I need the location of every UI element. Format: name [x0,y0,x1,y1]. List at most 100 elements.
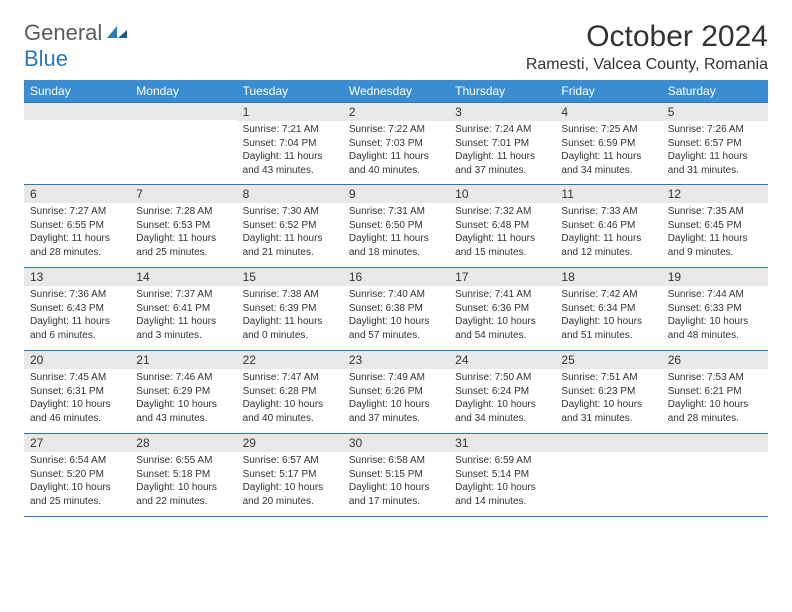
calendar: Sunday Monday Tuesday Wednesday Thursday… [24,80,768,517]
day-cell: 26Sunrise: 7:53 AMSunset: 6:21 PMDayligh… [662,351,768,433]
sunrise-text: Sunrise: 7:37 AM [136,288,230,302]
day-number: 24 [449,351,555,369]
day-number: 28 [130,434,236,452]
day-content: Sunrise: 7:51 AMSunset: 6:23 PMDaylight:… [555,369,661,429]
day-cell: 21Sunrise: 7:46 AMSunset: 6:29 PMDayligh… [130,351,236,433]
day-cell: 6Sunrise: 7:27 AMSunset: 6:55 PMDaylight… [24,185,130,267]
day-cell: 2 Sunrise: 7:22 AMSunset: 7:03 PMDaylight… [343,102,449,184]
day-number: 23 [343,351,449,369]
daylight-text: Daylight: 10 hours and 40 minutes. [243,398,337,425]
week-row: 13Sunrise: 7:36 AMSunset: 6:43 PMDayligh… [24,268,768,351]
sunset-text: Sunset: 6:29 PM [136,385,230,399]
day-content: Sunrise: 7:40 AMSunset: 6:38 PMDaylight:… [343,286,449,346]
sunrise-text: Sunrise: 7:32 AM [455,205,549,219]
day-content: Sunrise: 7:21 AMSunset: 7:04 PMDaylight:… [237,121,343,181]
day-cell: 11Sunrise: 7:33 AMSunset: 6:46 PMDayligh… [555,185,661,267]
daylight-text: Daylight: 10 hours and 57 minutes. [349,315,443,342]
weeks-container: 1Sunrise: 7:21 AMSunset: 7:04 PMDaylight… [24,102,768,517]
empty-day-number [662,434,768,452]
sunset-text: Sunset: 6:50 PM [349,219,443,233]
logo-text-blue: Blue [24,46,68,71]
day-cell: 12Sunrise: 7:35 AMSunset: 6:45 PMDayligh… [662,185,768,267]
sunset-text: Sunset: 6:57 PM [668,137,762,151]
day-content: Sunrise: 6:54 AMSunset: 5:20 PMDaylight:… [24,452,130,512]
title-block: October 2024 Ramesti, Valcea County, Rom… [526,20,768,74]
sunset-text: Sunset: 6:31 PM [30,385,124,399]
day-header-monday: Monday [130,80,236,102]
day-number: 9 [343,185,449,203]
header: General Blue October 2024 Ramesti, Valce… [24,20,768,74]
daylight-text: Daylight: 10 hours and 54 minutes. [455,315,549,342]
sunrise-text: Sunrise: 7:46 AM [136,371,230,385]
day-content: Sunrise: 7:42 AMSunset: 6:34 PMDaylight:… [555,286,661,346]
day-content: Sunrise: 7:46 AMSunset: 6:29 PMDaylight:… [130,369,236,429]
day-cell [130,102,236,184]
day-content: Sunrise: 7:36 AMSunset: 6:43 PMDaylight:… [24,286,130,346]
sunrise-text: Sunrise: 7:22 AM [349,123,443,137]
sunset-text: Sunset: 5:18 PM [136,468,230,482]
day-content: Sunrise: 7:35 AMSunset: 6:45 PMDaylight:… [662,203,768,263]
daylight-text: Daylight: 11 hours and 15 minutes. [455,232,549,259]
day-content: Sunrise: 7:25 AMSunset: 6:59 PMDaylight:… [555,121,661,181]
day-cell: 28Sunrise: 6:55 AMSunset: 5:18 PMDayligh… [130,434,236,516]
day-content: Sunrise: 6:57 AMSunset: 5:17 PMDaylight:… [237,452,343,512]
day-cell: 23Sunrise: 7:49 AMSunset: 6:26 PMDayligh… [343,351,449,433]
day-number: 30 [343,434,449,452]
day-content: Sunrise: 7:28 AMSunset: 6:53 PMDaylight:… [130,203,236,263]
day-header-tuesday: Tuesday [237,80,343,102]
day-cell: 13Sunrise: 7:36 AMSunset: 6:43 PMDayligh… [24,268,130,350]
daylight-text: Daylight: 11 hours and 31 minutes. [668,150,762,177]
day-headers: Sunday Monday Tuesday Wednesday Thursday… [24,80,768,102]
sunset-text: Sunset: 6:55 PM [30,219,124,233]
logo-text-general: General [24,20,102,45]
empty-day-number [555,434,661,452]
sunset-text: Sunset: 6:36 PM [455,302,549,316]
day-cell: 16Sunrise: 7:40 AMSunset: 6:38 PMDayligh… [343,268,449,350]
daylight-text: Daylight: 10 hours and 17 minutes. [349,481,443,508]
daylight-text: Daylight: 11 hours and 37 minutes. [455,150,549,177]
day-content: Sunrise: 7:38 AMSunset: 6:39 PMDaylight:… [237,286,343,346]
day-cell: 1Sunrise: 7:21 AMSunset: 7:04 PMDaylight… [237,102,343,184]
sunrise-text: Sunrise: 7:51 AM [561,371,655,385]
day-content: Sunrise: 7:49 AMSunset: 6:26 PMDaylight:… [343,369,449,429]
sunset-text: Sunset: 6:43 PM [30,302,124,316]
day-number: 2 [343,102,449,121]
sunrise-text: Sunrise: 6:57 AM [243,454,337,468]
day-content: Sunrise: 7:26 AMSunset: 6:57 PMDaylight:… [662,121,768,181]
sunset-text: Sunset: 7:03 PM [349,137,443,151]
day-content: Sunrise: 7:41 AMSunset: 6:36 PMDaylight:… [449,286,555,346]
day-content: Sunrise: 7:53 AMSunset: 6:21 PMDaylight:… [662,369,768,429]
day-number: 27 [24,434,130,452]
day-number: 22 [237,351,343,369]
sunrise-text: Sunrise: 7:31 AM [349,205,443,219]
day-cell: 10Sunrise: 7:32 AMSunset: 6:48 PMDayligh… [449,185,555,267]
sunset-text: Sunset: 6:24 PM [455,385,549,399]
day-content: Sunrise: 7:33 AMSunset: 6:46 PMDaylight:… [555,203,661,263]
day-number: 5 [662,102,768,121]
sunrise-text: Sunrise: 7:27 AM [30,205,124,219]
logo-text-wrapper: General Blue [24,20,129,72]
empty-day-number [24,102,130,120]
day-header-saturday: Saturday [662,80,768,102]
day-number: 26 [662,351,768,369]
daylight-text: Daylight: 11 hours and 6 minutes. [30,315,124,342]
daylight-text: Daylight: 11 hours and 40 minutes. [349,150,443,177]
sunset-text: Sunset: 6:26 PM [349,385,443,399]
day-cell [662,434,768,516]
day-number: 25 [555,351,661,369]
sunset-text: Sunset: 6:38 PM [349,302,443,316]
sunrise-text: Sunrise: 7:26 AM [668,123,762,137]
day-number: 19 [662,268,768,286]
day-number: 12 [662,185,768,203]
day-number: 14 [130,268,236,286]
day-cell: 20Sunrise: 7:45 AMSunset: 6:31 PMDayligh… [24,351,130,433]
day-cell: 29Sunrise: 6:57 AMSunset: 5:17 PMDayligh… [237,434,343,516]
sunrise-text: Sunrise: 7:25 AM [561,123,655,137]
sunset-text: Sunset: 6:48 PM [455,219,549,233]
day-cell: 19Sunrise: 7:44 AMSunset: 6:33 PMDayligh… [662,268,768,350]
daylight-text: Daylight: 10 hours and 25 minutes. [30,481,124,508]
day-content: Sunrise: 7:45 AMSunset: 6:31 PMDaylight:… [24,369,130,429]
day-cell: 3Sunrise: 7:24 AMSunset: 7:01 PMDaylight… [449,102,555,184]
day-cell: 8Sunrise: 7:30 AMSunset: 6:52 PMDaylight… [237,185,343,267]
sunrise-text: Sunrise: 7:21 AM [243,123,337,137]
